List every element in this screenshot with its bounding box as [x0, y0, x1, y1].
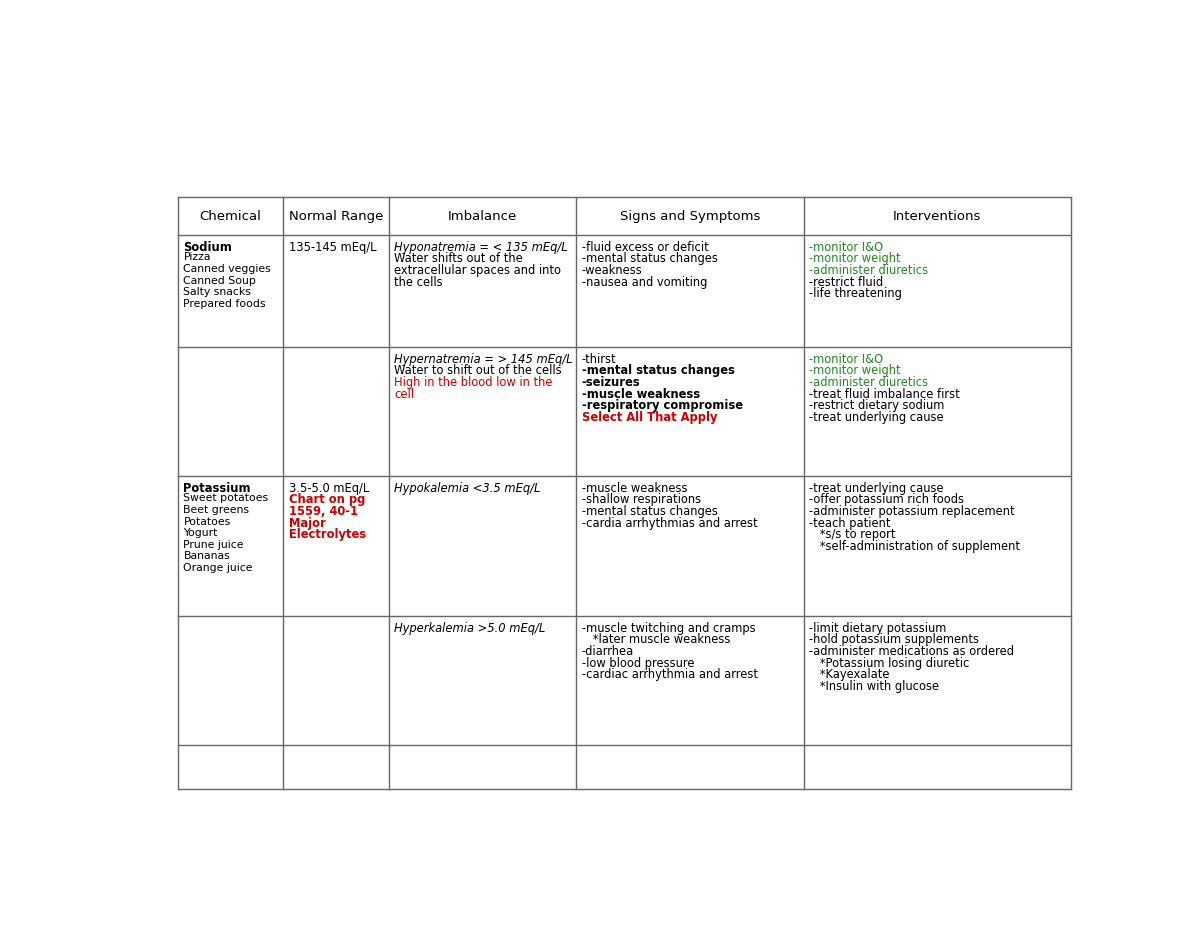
Text: -offer potassium rich foods: -offer potassium rich foods	[809, 493, 965, 506]
Text: Interventions: Interventions	[893, 210, 982, 222]
Text: -muscle weakness: -muscle weakness	[582, 482, 688, 495]
Text: -limit dietary potassium: -limit dietary potassium	[809, 622, 947, 635]
Text: -monitor weight: -monitor weight	[809, 252, 901, 265]
Text: -shallow respirations: -shallow respirations	[582, 493, 701, 506]
Text: Bananas: Bananas	[184, 552, 230, 561]
Text: -treat underlying cause: -treat underlying cause	[809, 411, 944, 424]
Text: -fluid excess or deficit: -fluid excess or deficit	[582, 241, 708, 254]
Text: 1559, 40-1: 1559, 40-1	[289, 505, 358, 518]
Text: -monitor I&O: -monitor I&O	[809, 241, 883, 254]
Text: -administer potassium replacement: -administer potassium replacement	[809, 505, 1015, 518]
Text: -administer diuretics: -administer diuretics	[809, 264, 929, 277]
Text: Water to shift out of the cells: Water to shift out of the cells	[394, 364, 562, 377]
Text: Major: Major	[289, 516, 325, 529]
Text: Imbalance: Imbalance	[448, 210, 517, 222]
Text: -thirst: -thirst	[582, 353, 617, 366]
Text: -hold potassium supplements: -hold potassium supplements	[809, 633, 979, 646]
Text: -seizures: -seizures	[582, 376, 641, 389]
Text: Hypernatremia = > 145 mEq/L: Hypernatremia = > 145 mEq/L	[394, 353, 572, 366]
Text: -treat underlying cause: -treat underlying cause	[809, 482, 944, 495]
Text: *Kayexalate: *Kayexalate	[809, 668, 890, 681]
Text: -administer medications as ordered: -administer medications as ordered	[809, 645, 1014, 658]
Text: *s/s to report: *s/s to report	[809, 528, 896, 541]
Text: Sweet potatoes: Sweet potatoes	[184, 493, 269, 503]
Text: Hyperkalemia >5.0 mEq/L: Hyperkalemia >5.0 mEq/L	[394, 622, 546, 635]
Text: Beet greens: Beet greens	[184, 505, 250, 515]
Text: Hypokalemia <3.5 mEq/L: Hypokalemia <3.5 mEq/L	[394, 482, 540, 495]
Text: Potassium: Potassium	[184, 482, 251, 495]
Text: Chemical: Chemical	[199, 210, 262, 222]
Text: Pizza: Pizza	[184, 252, 211, 262]
Text: 135-145 mEq/L: 135-145 mEq/L	[289, 241, 377, 254]
Text: -restrict fluid: -restrict fluid	[809, 275, 883, 288]
Text: -mental status changes: -mental status changes	[582, 364, 734, 377]
Text: -mental status changes: -mental status changes	[582, 252, 718, 265]
Text: -treat fluid imbalance first: -treat fluid imbalance first	[809, 387, 960, 400]
Text: Canned veggies: Canned veggies	[184, 264, 271, 274]
Text: Orange juice: Orange juice	[184, 563, 253, 573]
Text: Canned Soup: Canned Soup	[184, 275, 257, 286]
Text: Yogurt: Yogurt	[184, 528, 218, 539]
Text: -weakness: -weakness	[582, 264, 642, 277]
Text: -life threatening: -life threatening	[809, 287, 902, 300]
Text: *Insulin with glucose: *Insulin with glucose	[809, 679, 940, 692]
Text: Water shifts out of the: Water shifts out of the	[394, 252, 523, 265]
Text: 3.5-5.0 mEq/L: 3.5-5.0 mEq/L	[289, 482, 370, 495]
Text: Electrolytes: Electrolytes	[289, 528, 366, 541]
Text: -nausea and vomiting: -nausea and vomiting	[582, 275, 707, 288]
Text: *Potassium losing diuretic: *Potassium losing diuretic	[809, 656, 970, 669]
Text: *self-administration of supplement: *self-administration of supplement	[809, 540, 1020, 552]
Text: -monitor weight: -monitor weight	[809, 364, 901, 377]
Text: -cardiac arrhythmia and arrest: -cardiac arrhythmia and arrest	[582, 668, 757, 681]
Text: Signs and Symptoms: Signs and Symptoms	[619, 210, 760, 222]
Text: cell: cell	[394, 387, 414, 400]
Text: *later muscle weakness: *later muscle weakness	[582, 633, 730, 646]
Text: Select All That Apply: Select All That Apply	[582, 411, 718, 424]
Text: -monitor I&O: -monitor I&O	[809, 353, 883, 366]
Text: -muscle weakness: -muscle weakness	[582, 387, 700, 400]
Text: -administer diuretics: -administer diuretics	[809, 376, 929, 389]
Text: -restrict dietary sodium: -restrict dietary sodium	[809, 400, 944, 413]
Text: -diarrhea: -diarrhea	[582, 645, 634, 658]
Text: Chart on pg: Chart on pg	[289, 493, 365, 506]
Text: Hyponatremia = < 135 mEq/L: Hyponatremia = < 135 mEq/L	[394, 241, 568, 254]
Text: Prepared foods: Prepared foods	[184, 298, 266, 309]
Text: -cardia arrhythmias and arrest: -cardia arrhythmias and arrest	[582, 516, 757, 529]
Text: High in the blood low in the: High in the blood low in the	[394, 376, 553, 389]
Text: the cells: the cells	[394, 275, 443, 288]
Text: -low blood pressure: -low blood pressure	[582, 656, 694, 669]
Text: Sodium: Sodium	[184, 241, 233, 254]
Text: -muscle twitching and cramps: -muscle twitching and cramps	[582, 622, 755, 635]
Text: -respiratory compromise: -respiratory compromise	[582, 400, 743, 413]
Text: Prune juice: Prune juice	[184, 540, 244, 550]
Text: Salty snacks: Salty snacks	[184, 287, 251, 298]
Text: Potatoes: Potatoes	[184, 516, 230, 527]
Text: Normal Range: Normal Range	[289, 210, 383, 222]
Text: extracellular spaces and into: extracellular spaces and into	[394, 264, 562, 277]
Text: -mental status changes: -mental status changes	[582, 505, 718, 518]
Text: -teach patient: -teach patient	[809, 516, 890, 529]
